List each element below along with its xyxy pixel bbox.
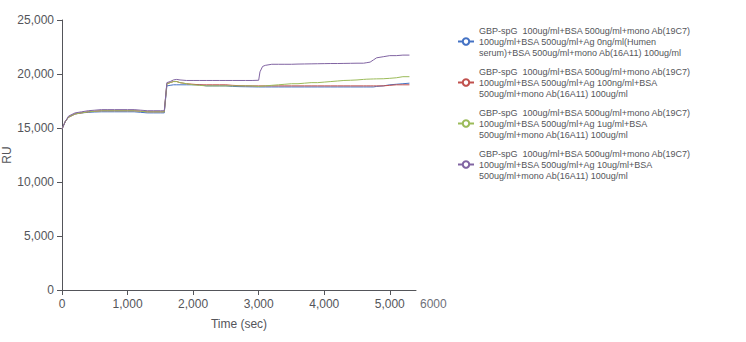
svg-text:100ug/ml+BSA 500ug/ml+Ag 1ug/m: 100ug/ml+BSA 500ug/ml+Ag 1ug/ml+BSA [479,119,647,129]
svg-text:6000: 6000 [420,297,447,311]
svg-text:100ug/ml+BSA 500ug/ml+Ag 100ng: 100ug/ml+BSA 500ug/ml+Ag 100ng/ml+BSA [479,78,657,88]
svg-text:500ug/ml+mono Ab(16A11) 100ug/: 500ug/ml+mono Ab(16A11) 100ug/ml [479,171,628,181]
svg-text:15,000: 15,000 [17,121,54,135]
svg-text:2,000: 2,000 [178,297,208,311]
svg-text:3,000: 3,000 [244,297,274,311]
svg-text:1,000: 1,000 [113,297,143,311]
svg-text:5,000: 5,000 [375,297,405,311]
svg-text:GBP-spG 100ug/ml+BSA 500ug/ml: GBP-spG 100ug/ml+BSA 500ug/ml+mono Ab(19… [479,149,690,159]
svg-text:5,000: 5,000 [24,229,54,243]
svg-text:0: 0 [47,283,54,297]
svg-text:GBP-spG 100ug/ml+BSA 500ug/ml: GBP-spG 100ug/ml+BSA 500ug/ml+mono Ab(19… [479,108,690,118]
svg-text:serum)+BSA 500ug/ml+mono Ab(16: serum)+BSA 500ug/ml+mono Ab(16A11) 100ug… [479,48,681,58]
svg-text:GBP-spG 100ug/ml+BSA 500ug/ml: GBP-spG 100ug/ml+BSA 500ug/ml+mono Ab(19… [479,67,690,77]
svg-text:500ug/ml+mono Ab(16A11) 100ug/: 500ug/ml+mono Ab(16A11) 100ug/ml [479,130,628,140]
svg-text:20,000: 20,000 [17,67,54,81]
svg-text:500ug/ml+mono Ab(16A11) 100ug/: 500ug/ml+mono Ab(16A11) 100ug/ml [479,89,628,99]
svg-text:0: 0 [59,297,66,311]
svg-text:100ug/ml+BSA 500ug/ml+Ag 0ng/m: 100ug/ml+BSA 500ug/ml+Ag 0ng/ml(Humen [479,37,656,47]
svg-text:RU: RU [0,146,14,163]
svg-text:4,000: 4,000 [309,297,339,311]
svg-text:25,000: 25,000 [17,13,54,27]
svg-text:GBP-spG 100ug/ml+BSA 500ug/ml: GBP-spG 100ug/ml+BSA 500ug/ml+mono Ab(19… [479,26,690,36]
svg-text:100ug/ml+BSA 500ug/ml+Ag 10ug/: 100ug/ml+BSA 500ug/ml+Ag 10ug/ml+BSA [479,160,652,170]
svg-text:10,000: 10,000 [17,175,54,189]
svg-text:Time (sec): Time (sec) [211,317,267,331]
